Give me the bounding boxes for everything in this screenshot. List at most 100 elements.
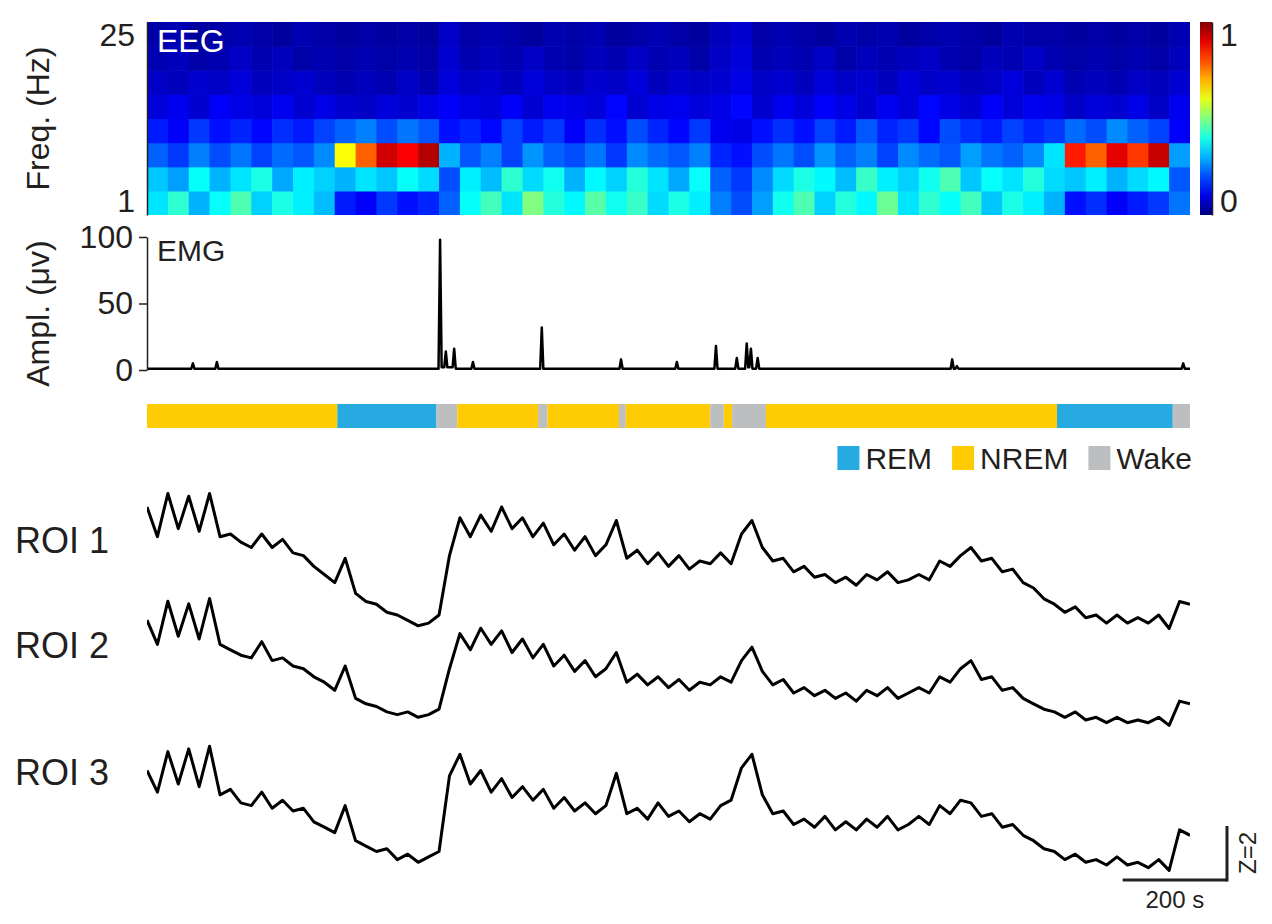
heatmap-cell (1169, 46, 1190, 71)
heatmap-cell (230, 119, 251, 144)
trace (147, 746, 1190, 870)
heatmap-cell (981, 119, 1002, 144)
heatmap-cell (1127, 22, 1148, 47)
heatmap-cell (1127, 119, 1148, 144)
heatmap-cell (522, 94, 543, 119)
heatmap-cell (168, 70, 189, 95)
heatmap-cell (919, 70, 940, 95)
heatmap-cell (335, 191, 356, 215)
heatmap-cell (230, 191, 251, 215)
heatmap-cell (648, 143, 669, 168)
heatmap-cell (439, 191, 460, 215)
heatmap-cell (439, 167, 460, 192)
heatmap-cell (981, 143, 1002, 168)
heatmap-cell (502, 143, 523, 168)
heatmap-cell (815, 22, 836, 47)
heatmap-cell (335, 70, 356, 95)
heatmap-cell (585, 143, 606, 168)
legend: REMNREMWake (837, 442, 1192, 475)
heatmap-cell (272, 22, 293, 47)
heatmap-cell (397, 70, 418, 95)
heatmap-cell (585, 191, 606, 215)
heatmap-cell (877, 46, 898, 71)
legend-item: Wake (1088, 442, 1192, 475)
heatmap-cell (564, 94, 585, 119)
heatmap-cell (773, 167, 794, 192)
heatmap-cell (502, 167, 523, 192)
heatmap-cell (1023, 94, 1044, 119)
heatmap-cell (1169, 22, 1190, 47)
heatmap-cell (272, 191, 293, 215)
heatmap-cell (460, 167, 481, 192)
heatmap-cell (669, 46, 690, 71)
heatmap-cell (1107, 143, 1128, 168)
heatmap-cell (418, 119, 439, 144)
heatmap-cell (1107, 119, 1128, 144)
heatmap-cell (147, 119, 168, 144)
heatmap-cell (439, 94, 460, 119)
heatmap-cell (856, 46, 877, 71)
legend-label: Wake (1116, 442, 1192, 475)
heatmap-cell (1002, 119, 1023, 144)
tick-mark (139, 370, 147, 372)
heatmap-cell (835, 94, 856, 119)
heatmap-cell (794, 167, 815, 192)
heatmap-cell (272, 70, 293, 95)
heatmap-cell (856, 167, 877, 192)
heatmap-cell (460, 191, 481, 215)
heatmap-cell (794, 143, 815, 168)
heatmap-cell (689, 22, 710, 47)
heatmap-cell (1065, 167, 1086, 192)
heatmap-cell (564, 191, 585, 215)
trace-label: ROI 3 (15, 752, 109, 793)
heatmap-cell (627, 167, 648, 192)
heatmap-cell (961, 94, 982, 119)
heatmap-cell (1148, 167, 1169, 192)
heatmap-cell (1169, 119, 1190, 144)
heatmap-cell (877, 143, 898, 168)
heatmap-cell (502, 191, 523, 215)
heatmap-cell (418, 143, 439, 168)
heatmap-cell (731, 46, 752, 71)
heatmap-cell (1086, 46, 1107, 71)
heatmap-cell (168, 119, 189, 144)
heatmap-cell (147, 143, 168, 168)
heatmap-cell (356, 94, 377, 119)
legend-label: NREM (980, 442, 1068, 475)
heatmap-cell (481, 191, 502, 215)
heatmap-cell (543, 22, 564, 47)
heatmap-cell (168, 167, 189, 192)
heatmap-cell (1107, 70, 1128, 95)
heatmap-cell (1127, 70, 1148, 95)
heatmap-cell (773, 22, 794, 47)
heatmap-cell (940, 143, 961, 168)
heatmap-cell (272, 143, 293, 168)
heatmap-cell (1023, 119, 1044, 144)
heatmap-cell (564, 119, 585, 144)
heatmap-cell (710, 22, 731, 47)
heatmap-cell (856, 70, 877, 95)
heatmap-cell (1065, 94, 1086, 119)
heatmap-cell (752, 119, 773, 144)
heatmap-cell (230, 143, 251, 168)
heatmap-cell (543, 70, 564, 95)
trace-panel (147, 746, 1190, 870)
heatmap-cell (293, 22, 314, 47)
heatmap-cell (815, 119, 836, 144)
heatmap-cell (251, 167, 272, 192)
heatmap-cell (1002, 94, 1023, 119)
heatmap-cell (376, 191, 397, 215)
heatmap-cell (335, 119, 356, 144)
heatmap-cell (293, 167, 314, 192)
heatmap-cell (418, 94, 439, 119)
heatmap-cell (606, 46, 627, 71)
axis-title: Freq. (Hz) (20, 47, 56, 191)
heatmap-cell (898, 167, 919, 192)
heatmap-cell (961, 70, 982, 95)
tick-label: 25 (99, 17, 135, 53)
scale-bar-y (1226, 826, 1229, 882)
heatmap-cell (356, 22, 377, 47)
heatmap-cell (585, 22, 606, 47)
heatmap-cell (627, 143, 648, 168)
heatmap-cell (648, 46, 669, 71)
